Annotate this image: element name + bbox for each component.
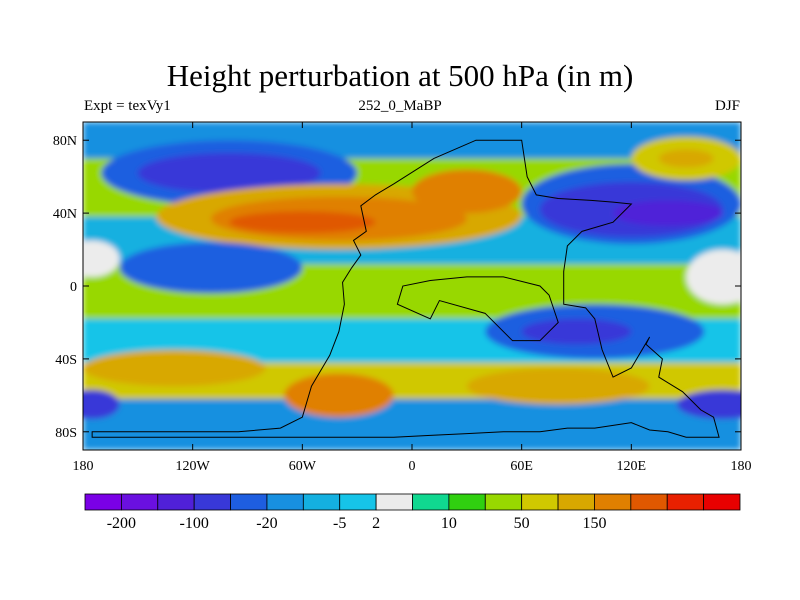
colorbar-swatch	[594, 493, 632, 511]
colorbar-swatch	[630, 493, 668, 511]
y-tick-label: 80S	[55, 426, 77, 441]
colorbar-swatch	[120, 493, 159, 511]
low-sio-core	[521, 318, 632, 345]
colorbar-label: -5	[333, 515, 346, 532]
y-tick-label: 40S	[55, 353, 77, 368]
x-tick-label: 180	[731, 459, 752, 474]
colorbar: -200 -100 -20 -5 2 10 50 150	[84, 493, 741, 532]
high-npac-core	[658, 149, 714, 168]
continent-outlines	[91, 139, 720, 438]
y-tick-label: 0	[70, 280, 77, 295]
colorbar-swatch	[521, 493, 559, 511]
colorbar-swatch	[484, 493, 523, 511]
continent-outline-1	[396, 276, 559, 342]
colorbar-label: 10	[441, 515, 457, 532]
colorbar-swatch	[703, 493, 741, 511]
neutral-wpac	[686, 249, 741, 305]
colorbar-swatch	[230, 493, 268, 511]
low-s-east	[677, 389, 741, 420]
low-npac-core	[137, 152, 321, 194]
low-trop-pac	[119, 242, 303, 294]
colorbar-label: -20	[256, 515, 277, 532]
colorbar-swatch	[339, 493, 377, 511]
continent-outline-0	[91, 139, 720, 438]
colorbar-swatch	[666, 493, 705, 511]
x-tick-label: 60E	[510, 459, 533, 474]
chart-title: Height perturbation at 500 hPa (in m)	[166, 58, 634, 93]
x-tick-label: 180	[73, 459, 94, 474]
experiment-label: Expt = texVy1	[84, 98, 171, 114]
colorbar-swatch	[448, 493, 486, 511]
x-tick-label: 60W	[289, 459, 317, 474]
colorbar-label: -100	[180, 515, 209, 532]
high-sio	[466, 368, 650, 405]
colorbar-label: 2	[372, 515, 380, 532]
x-tick-label: 120W	[176, 459, 211, 474]
x-tick-label: 0	[409, 459, 416, 474]
period-label: 252_0_MaBP	[358, 98, 442, 114]
colorbar-swatch	[84, 493, 122, 511]
colorbar-swatch	[193, 493, 231, 511]
high-natl-core	[229, 211, 376, 234]
high-eur	[412, 169, 522, 214]
low-asia-core	[613, 200, 723, 226]
season-label: DJF	[714, 98, 740, 114]
axes: 180 120W 60W 0 60E 120E 180 80N 40N 0 40S 80S	[53, 122, 752, 474]
colorbar-swatch	[412, 493, 450, 511]
y-tick-label: 40N	[53, 207, 77, 222]
colorbar-label: 150	[582, 515, 606, 532]
high-satl	[284, 373, 394, 418]
colorbar-swatch	[266, 493, 304, 511]
colorbar-swatch	[375, 493, 413, 511]
colorbar-swatch	[302, 493, 341, 511]
colorbar-label: 50	[514, 515, 530, 532]
high-spac	[83, 349, 266, 387]
y-tick-label: 80N	[53, 134, 77, 149]
low-s-west	[83, 389, 120, 420]
colorbar-label: -200	[107, 515, 136, 532]
neutral-epac	[83, 240, 120, 277]
colorbar-swatch	[557, 493, 595, 511]
band-s-pol	[83, 398, 741, 450]
x-tick-label: 120E	[617, 459, 647, 474]
colorbar-swatch	[157, 493, 195, 511]
contour-field	[83, 122, 741, 450]
